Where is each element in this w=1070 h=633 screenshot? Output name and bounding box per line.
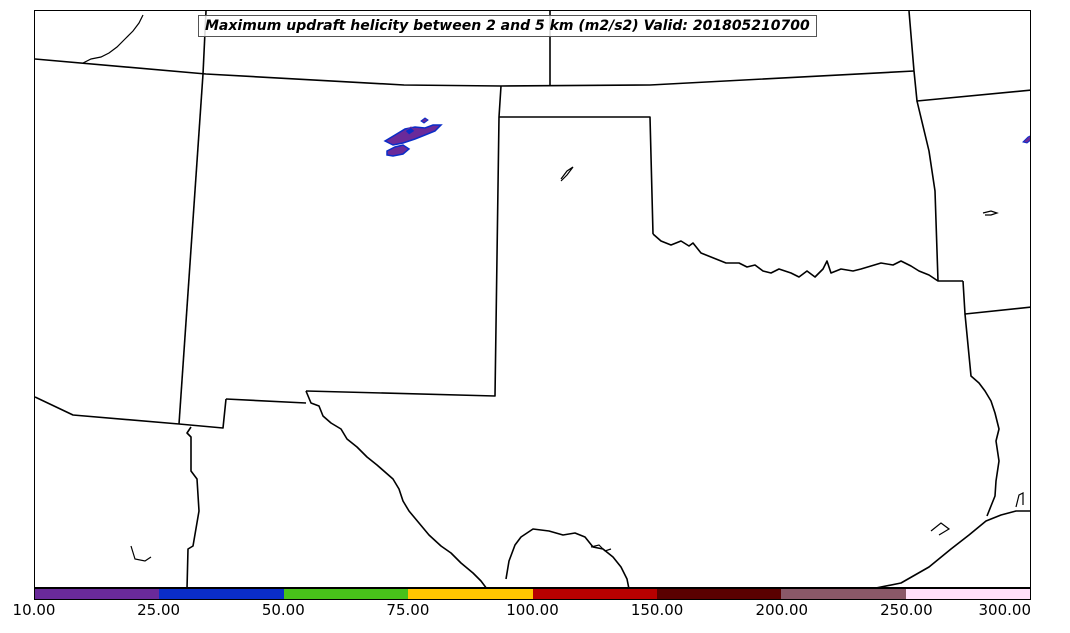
border-iowa-mo (913, 70, 1030, 102)
helicity-cell-mo (1022, 135, 1030, 144)
lake-missouri (982, 210, 999, 216)
helicity-cell-nm-2 (386, 144, 411, 157)
border-nebraska-kansas (500, 70, 915, 87)
colorbar-segment (408, 589, 533, 599)
border-nm-tx-pan (225, 398, 307, 404)
map-frame: Maximum updraft helicity between 2 and 5… (34, 10, 1031, 588)
colorbar-tick-label: 200.00 (755, 601, 809, 619)
map-title-text: Maximum updraft helicity between 2 and 5… (205, 18, 810, 34)
border-ca-az (186, 426, 200, 587)
colorbar-tick-label: 250.00 (880, 601, 933, 619)
border-nm-texas-south (305, 390, 487, 587)
colorbar-segment (35, 589, 160, 599)
colorbar-segment (532, 589, 657, 599)
border-texas-louisiana (964, 313, 1000, 517)
colorbar-tick-label: 50.00 (261, 601, 305, 619)
border-ks-ok (499, 116, 654, 235)
map-canvas (35, 11, 1030, 587)
colorbar-segment (159, 589, 284, 599)
border-missouri-north (908, 11, 915, 72)
colorbar-tick-label: 75.00 (386, 601, 430, 619)
colorbar (34, 588, 1031, 600)
helicity-cell-nm-3 (404, 126, 416, 136)
lake-kansas-reservoir (560, 166, 574, 182)
colorbar-tick-label: 300.00 (978, 601, 1032, 619)
helicity-cell-nm-4 (420, 117, 429, 124)
lake-texas-east (930, 522, 951, 536)
border-utah-wyoming (35, 58, 502, 87)
border-nm-texas-north (305, 85, 502, 397)
rio-grande-bend (590, 544, 612, 552)
map-title: Maximum updraft helicity between 2 and 5… (198, 15, 817, 37)
border-red-river (652, 233, 963, 282)
border-arkansas-louisiana (962, 280, 1030, 315)
colorbar-tick-label: 100.00 (506, 601, 559, 619)
colorbar-segment (283, 589, 409, 599)
colorbar-tick-label: 10.00 (12, 601, 56, 619)
border-rio-grande-east (505, 528, 630, 587)
gulf-coast (876, 510, 1030, 587)
helicity-cell-nm-1 (383, 124, 443, 146)
lake-great-salt (82, 14, 144, 64)
colorbar-segment (656, 589, 782, 599)
helicity-cells (383, 117, 1030, 157)
colorbar-segment (781, 589, 906, 599)
border-nm-mexico (178, 398, 227, 429)
lake-louisiana (1015, 492, 1024, 508)
colorbar-segment (905, 589, 1030, 599)
lake-arizona (130, 545, 152, 562)
colorbar-tick-label: 25.00 (137, 601, 181, 619)
border-az-mexico (35, 396, 180, 425)
border-az-nm (178, 73, 204, 425)
colorbar-tick-label: 150.00 (630, 601, 684, 619)
border-missouri-ok (916, 100, 939, 282)
